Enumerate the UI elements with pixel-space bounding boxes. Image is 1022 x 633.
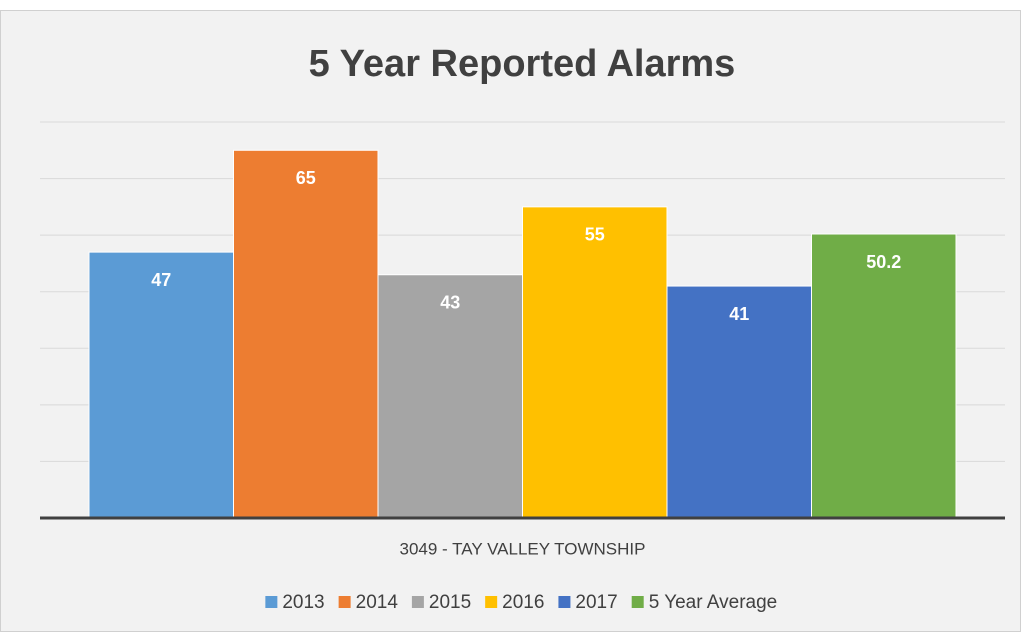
legend-label: 2013: [282, 592, 324, 613]
legend-label: 2017: [575, 592, 617, 613]
data-label: 41: [729, 304, 749, 324]
bar: [522, 206, 668, 519]
data-label: 47: [151, 270, 171, 290]
bar: [811, 233, 957, 519]
legend-swatch: [411, 596, 424, 608]
x-tick-label: 3049 - TAY VALLEY TOWNSHIP: [400, 539, 646, 558]
chart-title: 5 Year Reported Alarms: [309, 43, 736, 85]
bar: [88, 251, 234, 519]
data-label: 50.2: [866, 252, 901, 272]
data-label: 65: [296, 168, 316, 188]
bar: [233, 149, 379, 519]
legend-swatch: [265, 596, 278, 608]
legend-label: 2015: [429, 592, 471, 613]
legend-label: 5 Year Average: [649, 592, 778, 613]
data-label: 43: [440, 292, 460, 312]
legend-label: 2016: [502, 592, 544, 613]
data-label: 55: [585, 225, 605, 245]
legend-swatch: [558, 596, 571, 608]
legend-label: 2014: [356, 592, 399, 613]
bar: [666, 285, 812, 519]
legend-swatch: [485, 596, 498, 608]
legend-swatch: [338, 596, 351, 608]
legend-swatch: [631, 596, 644, 608]
bar: [377, 274, 523, 519]
